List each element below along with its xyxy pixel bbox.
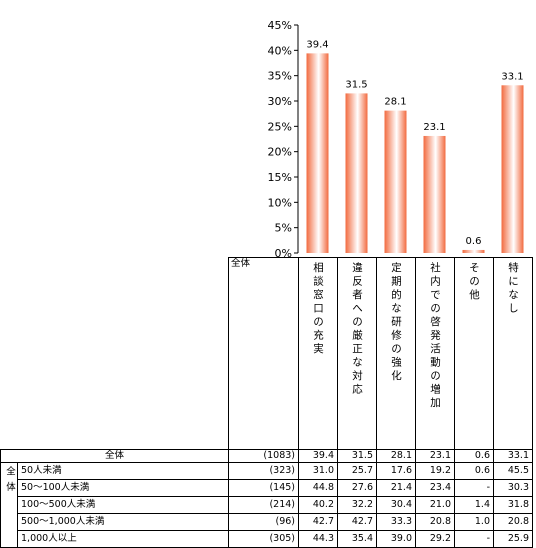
table-cell: 31.5 [337, 449, 377, 463]
category-label: 定期的な研修の強化 [390, 262, 402, 384]
table-cell: 42.7 [337, 513, 377, 531]
y-tick-label: 45% [268, 19, 292, 32]
table-cell: 39.0 [376, 530, 416, 548]
category-label: 特になし [507, 262, 519, 316]
table-cell: - [454, 479, 494, 497]
header-overall-label: 全体 [228, 257, 299, 450]
category-label: 相談窓口の充実 [312, 262, 324, 357]
table-cell: 32.2 [337, 496, 377, 514]
row-label: 50人未満 [17, 462, 229, 480]
table-cell: 31.8 [493, 496, 533, 514]
y-tick-label: 0% [275, 247, 292, 260]
category-label: その他 [468, 262, 480, 303]
table-cell: 45.5 [493, 462, 533, 480]
table-cell: 20.8 [415, 513, 455, 531]
table-cell: 1.0 [454, 513, 494, 531]
table-cell: 0.6 [454, 462, 494, 480]
y-tick-label: 15% [268, 171, 292, 184]
bar-2 [384, 110, 407, 253]
table-cell: 31.0 [298, 462, 338, 480]
category-header: 定期的な研修の強化 [376, 257, 416, 450]
data-label-5: 33.1 [501, 71, 523, 82]
table-row: 500～1,000人未満 (96) 42.7 42.7 33.3 20.8 1.0 20.8 [1, 513, 533, 531]
table-cell: 28.1 [376, 449, 416, 463]
table-cell: 40.2 [298, 496, 338, 514]
group-label-cell: 全体 [0, 462, 18, 548]
data-table: 全体 相談窓口の充実 違反者への厳正な対応 定期的な研修の強化 社内での啓発活動の増加 そ… [0, 257, 533, 548]
table-cell: 35.4 [337, 530, 377, 548]
bars [306, 53, 524, 254]
table-row: 50～100人未満 (145) 44.8 27.6 21.4 23.4-30.3 [1, 479, 533, 497]
category-header: 相談窓口の充実 [298, 257, 338, 450]
data-label-1: 31.5 [345, 79, 367, 90]
row-n: (1083) [228, 449, 299, 463]
table-row: 100～500人未満 (214) 40.2 32.2 30.4 21.0 1.4 31.8 [1, 496, 533, 514]
table-cell: 23.1 [415, 449, 455, 463]
y-tick-label: 5% [275, 222, 292, 235]
y-tick-label: 20% [268, 146, 292, 159]
data-label-4: 0.6 [466, 236, 482, 247]
y-tick-label: 30% [268, 95, 292, 108]
row-n: (305) [228, 530, 299, 548]
table-cell: 20.8 [493, 513, 533, 531]
data-label-2: 28.1 [384, 97, 406, 108]
table-cell: 27.6 [337, 479, 377, 497]
row-n: (96) [228, 513, 299, 531]
table-row: 全体 50人未満 (323) 31.0 25.7 17.6 19.2 0.6 45.5 [0, 462, 533, 548]
table-cell: 42.7 [298, 513, 338, 531]
table-cell: 30.4 [376, 496, 416, 514]
y-tick-label: 40% [268, 44, 292, 57]
bar-5 [501, 85, 524, 253]
table-cell: 33.1 [493, 449, 533, 463]
table-cell: - [454, 530, 494, 548]
table-cell: 17.6 [376, 462, 416, 480]
row-n: (323) [228, 462, 299, 480]
group-label: 全体 [4, 466, 15, 497]
y-tick-label: 10% [268, 196, 292, 209]
table-cell: 30.3 [493, 479, 533, 497]
table-cell: 44.3 [298, 530, 338, 548]
table-row-overall: 全体 (1083) 39.4 31.5 28.1 23.1 0.6 33.1 [0, 449, 533, 463]
table-cell: 21.0 [415, 496, 455, 514]
bar-4 [462, 249, 485, 253]
row-label: 500～1,000人未満 [17, 513, 229, 531]
category-header: 特になし [493, 257, 533, 450]
category-header: 社内での啓発活動の増加 [415, 257, 455, 450]
row-label: 100～500人未満 [17, 496, 229, 514]
table-header-row: 全体 相談窓口の充実 違反者への厳正な対応 定期的な研修の強化 社内での啓発活動の増加 そ… [0, 257, 533, 450]
category-label: 違反者への厳正な対応 [351, 262, 363, 397]
data-label-0: 39.4 [306, 39, 328, 50]
table-cell: 25.9 [493, 530, 533, 548]
category-header: その他 [454, 257, 494, 450]
y-tick-label: 25% [268, 120, 292, 133]
table-cell: 1.4 [454, 496, 494, 514]
table-cell: 23.4 [415, 479, 455, 497]
data-labels: 39.4 31.5 28.1 23.1 0.6 33.1 [306, 39, 523, 247]
table-cell: 19.2 [415, 462, 455, 480]
row-n: (214) [228, 496, 299, 514]
table-cell: 44.8 [298, 479, 338, 497]
y-axis: 0% 5% 10% 15% 20% 25% 30% 35% 40% 45% [268, 19, 299, 260]
table-cell: 21.4 [376, 479, 416, 497]
row-n: (145) [228, 479, 299, 497]
data-label-3: 23.1 [423, 122, 445, 133]
table-row: 1,000人以上 (305) 44.3 35.4 39.0 29.2-25.9 [1, 530, 533, 548]
category-header: 違反者への厳正な対応 [337, 257, 377, 450]
table-cell: 33.3 [376, 513, 416, 531]
table-corner [0, 257, 229, 450]
table-cell: 39.4 [298, 449, 338, 463]
bar-chart: 0% 5% 10% 15% 20% 25% 30% 35% 40% 45% 39.4 31.5 28.… [268, 19, 524, 260]
table-cell: 25.7 [337, 462, 377, 480]
row-label: 1,000人以上 [17, 530, 229, 548]
category-label: 社内での啓発活動の増加 [429, 262, 441, 411]
bar-3 [423, 135, 446, 253]
bar-0 [306, 53, 329, 253]
table-cell: 0.6 [454, 449, 494, 463]
y-tick-label: 35% [268, 70, 292, 83]
row-label: 全体 [0, 449, 229, 463]
bar-1 [345, 93, 368, 254]
table-cell: 29.2 [415, 530, 455, 548]
row-label: 50～100人未満 [17, 479, 229, 497]
